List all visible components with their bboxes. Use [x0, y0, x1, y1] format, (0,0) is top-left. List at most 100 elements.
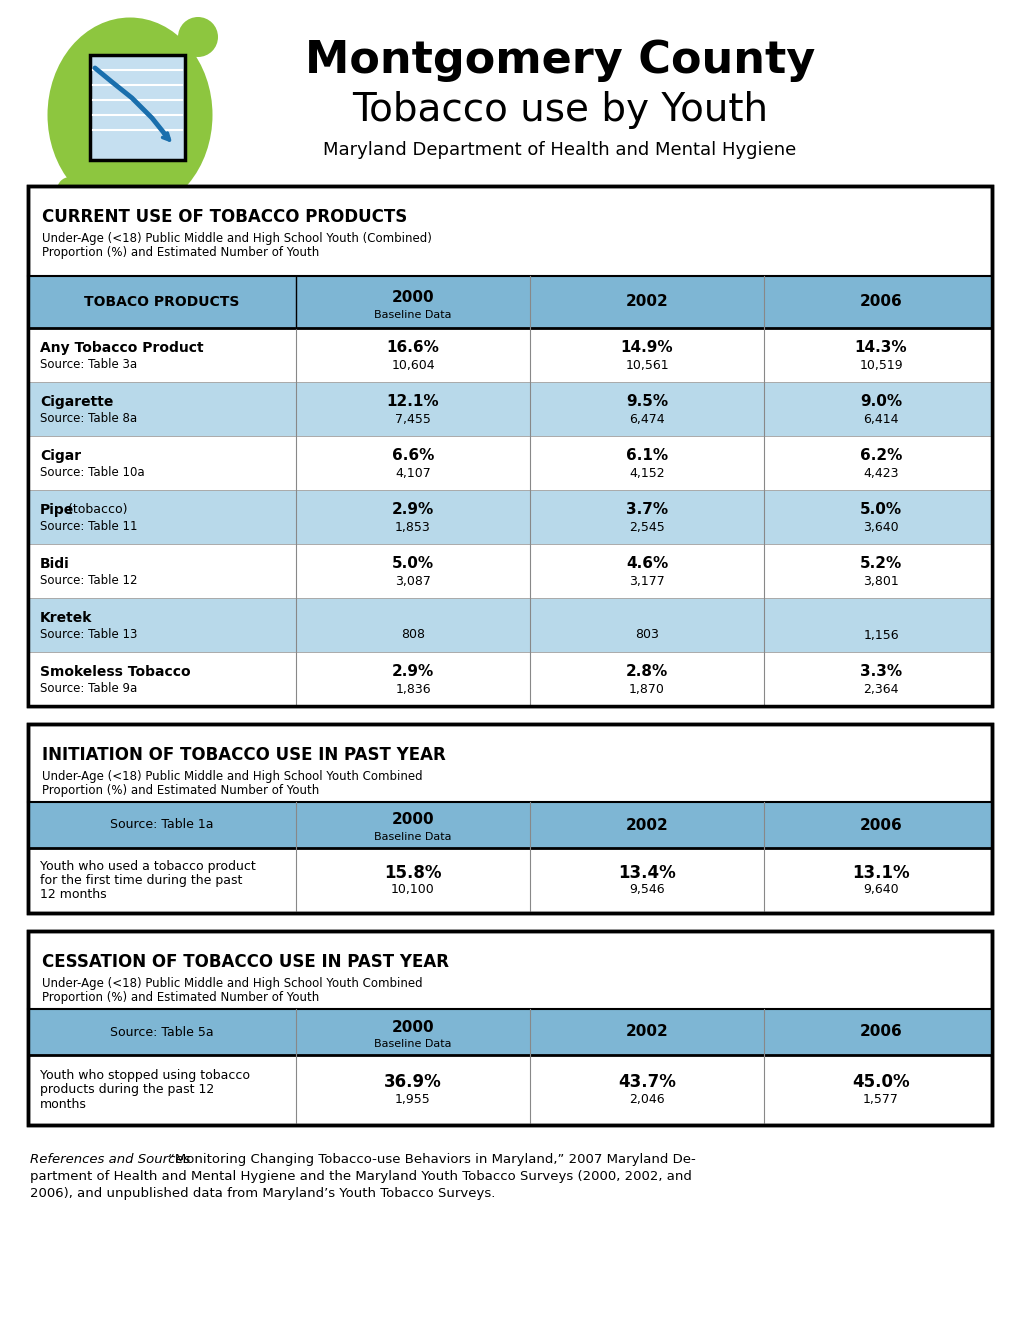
Bar	[28, 931, 991, 1125]
Text: 2,545: 2,545	[629, 520, 664, 533]
Circle shape	[57, 177, 83, 203]
Bar	[28, 652, 991, 706]
Text: Cigarette: Cigarette	[40, 395, 113, 409]
Bar	[28, 723, 991, 913]
Text: 14.3%: 14.3%	[854, 339, 907, 355]
Bar	[90, 55, 184, 160]
Text: 4.6%: 4.6%	[626, 556, 667, 570]
Text: 6.1%: 6.1%	[626, 447, 667, 462]
Text: 2002: 2002	[625, 294, 667, 309]
Text: (tobacco): (tobacco)	[64, 503, 127, 516]
Text: Source: Table 8a: Source: Table 8a	[40, 412, 137, 425]
Text: 5.2%: 5.2%	[859, 556, 901, 570]
Text: 2000: 2000	[391, 813, 434, 828]
Text: 12 months: 12 months	[40, 888, 107, 902]
Text: 2.9%: 2.9%	[391, 664, 434, 678]
Text: 13.1%: 13.1%	[851, 863, 909, 882]
Text: INITIATION OF TOBACCO USE IN PAST YEAR: INITIATION OF TOBACCO USE IN PAST YEAR	[42, 746, 445, 764]
Text: 15.8%: 15.8%	[384, 863, 441, 882]
Text: 1,955: 1,955	[394, 1093, 430, 1106]
Text: Source: Table 11: Source: Table 11	[40, 520, 138, 533]
Text: 6.2%: 6.2%	[859, 447, 901, 462]
Text: Baseline Data: Baseline Data	[374, 1039, 451, 1049]
Text: Under-Age (<18) Public Middle and High School Youth Combined: Under-Age (<18) Public Middle and High S…	[42, 977, 422, 990]
Bar	[28, 327, 991, 381]
Text: 2.9%: 2.9%	[391, 502, 434, 516]
Text: 1,577: 1,577	[862, 1093, 898, 1106]
Text: 5.0%: 5.0%	[391, 556, 434, 570]
Text: 3.7%: 3.7%	[626, 502, 667, 516]
Bar	[28, 598, 991, 652]
Text: 45.0%: 45.0%	[851, 1073, 909, 1092]
Text: Montgomery County: Montgomery County	[305, 38, 814, 82]
Bar	[28, 544, 991, 598]
Text: CESSATION OF TOBACCO USE IN PAST YEAR: CESSATION OF TOBACCO USE IN PAST YEAR	[42, 953, 448, 972]
Text: 9.5%: 9.5%	[626, 393, 667, 408]
Text: Youth who used a tobacco product: Youth who used a tobacco product	[40, 861, 256, 873]
Text: 3,801: 3,801	[862, 574, 898, 587]
Text: 6.6%: 6.6%	[391, 447, 434, 462]
Text: 10,100: 10,100	[390, 883, 434, 896]
Text: 2.8%: 2.8%	[626, 664, 667, 678]
Text: Source: Table 3a: Source: Table 3a	[40, 359, 137, 371]
Text: 3,177: 3,177	[629, 574, 664, 587]
Text: Youth who stopped using tobacco: Youth who stopped using tobacco	[40, 1069, 250, 1082]
Text: 9,640: 9,640	[862, 883, 898, 896]
Text: 13.4%: 13.4%	[618, 863, 676, 882]
Text: 3.3%: 3.3%	[859, 664, 901, 678]
Bar	[28, 1008, 991, 1055]
Text: 2002: 2002	[625, 817, 667, 833]
Text: for the first time during the past: for the first time during the past	[40, 874, 243, 887]
Text: 2002: 2002	[625, 1024, 667, 1040]
Bar	[28, 276, 991, 327]
Text: “Monitoring Changing Tobacco-use Behaviors in Maryland,” 2007 Maryland De-: “Monitoring Changing Tobacco-use Behavio…	[168, 1152, 695, 1166]
Text: Source: Table 1a: Source: Table 1a	[110, 818, 214, 832]
Text: Baseline Data: Baseline Data	[374, 310, 451, 319]
Bar	[28, 186, 991, 706]
Text: Source: Table 9a: Source: Table 9a	[40, 682, 138, 696]
Text: Any Tobacco Product: Any Tobacco Product	[40, 341, 204, 355]
Text: partment of Health and Mental Hygiene and the Maryland Youth Tobacco Surveys (20: partment of Health and Mental Hygiene an…	[30, 1170, 691, 1183]
Text: Bidi: Bidi	[40, 557, 69, 572]
Text: 2006), and unpublished data from Maryland’s Youth Tobacco Surveys.: 2006), and unpublished data from Marylan…	[30, 1187, 495, 1200]
Text: 10,561: 10,561	[625, 359, 668, 371]
Text: TOBACO PRODUCTS: TOBACO PRODUCTS	[85, 294, 239, 309]
Text: Pipe: Pipe	[40, 503, 74, 517]
Text: 2000: 2000	[391, 289, 434, 305]
Text: 2006: 2006	[859, 294, 902, 309]
Text: 2006: 2006	[859, 817, 902, 833]
Text: Baseline Data: Baseline Data	[374, 832, 451, 842]
Text: Source: Table 5a: Source: Table 5a	[110, 1026, 214, 1039]
Text: Source: Table 10a: Source: Table 10a	[40, 466, 145, 479]
Bar	[28, 931, 991, 1125]
Text: Kretek: Kretek	[40, 611, 93, 624]
Text: 803: 803	[635, 628, 658, 642]
Text: Tobacco use by Youth: Tobacco use by Youth	[352, 91, 767, 129]
Text: Proportion (%) and Estimated Number of Youth: Proportion (%) and Estimated Number of Y…	[42, 246, 319, 259]
Text: Cigar: Cigar	[40, 449, 82, 463]
Bar	[28, 490, 991, 544]
Text: Under-Age (<18) Public Middle and High School Youth (Combined): Under-Age (<18) Public Middle and High S…	[42, 232, 431, 246]
Text: 2006: 2006	[859, 1024, 902, 1040]
Text: 36.9%: 36.9%	[384, 1073, 441, 1092]
Text: 2000: 2000	[391, 1019, 434, 1035]
Text: 6,414: 6,414	[862, 412, 898, 425]
Text: 3,640: 3,640	[862, 520, 898, 533]
Text: Source: Table 12: Source: Table 12	[40, 574, 138, 587]
Text: Maryland Department of Health and Mental Hygiene: Maryland Department of Health and Mental…	[323, 141, 796, 158]
Text: 43.7%: 43.7%	[618, 1073, 676, 1092]
Text: Smokeless Tobacco: Smokeless Tobacco	[40, 665, 191, 678]
Text: months: months	[40, 1097, 87, 1110]
Text: CURRENT USE OF TOBACCO PRODUCTS: CURRENT USE OF TOBACCO PRODUCTS	[42, 209, 407, 226]
Text: 808: 808	[400, 628, 425, 642]
Text: 1,870: 1,870	[629, 682, 664, 696]
Text: 4,152: 4,152	[629, 466, 664, 479]
Text: 2,046: 2,046	[629, 1093, 664, 1106]
Text: 5.0%: 5.0%	[859, 502, 901, 516]
Bar	[28, 186, 991, 706]
Text: Under-Age (<18) Public Middle and High School Youth Combined: Under-Age (<18) Public Middle and High S…	[42, 770, 422, 783]
Ellipse shape	[48, 17, 212, 213]
Text: products during the past 12: products during the past 12	[40, 1084, 214, 1097]
Bar	[28, 436, 991, 490]
Text: 6,474: 6,474	[629, 412, 664, 425]
